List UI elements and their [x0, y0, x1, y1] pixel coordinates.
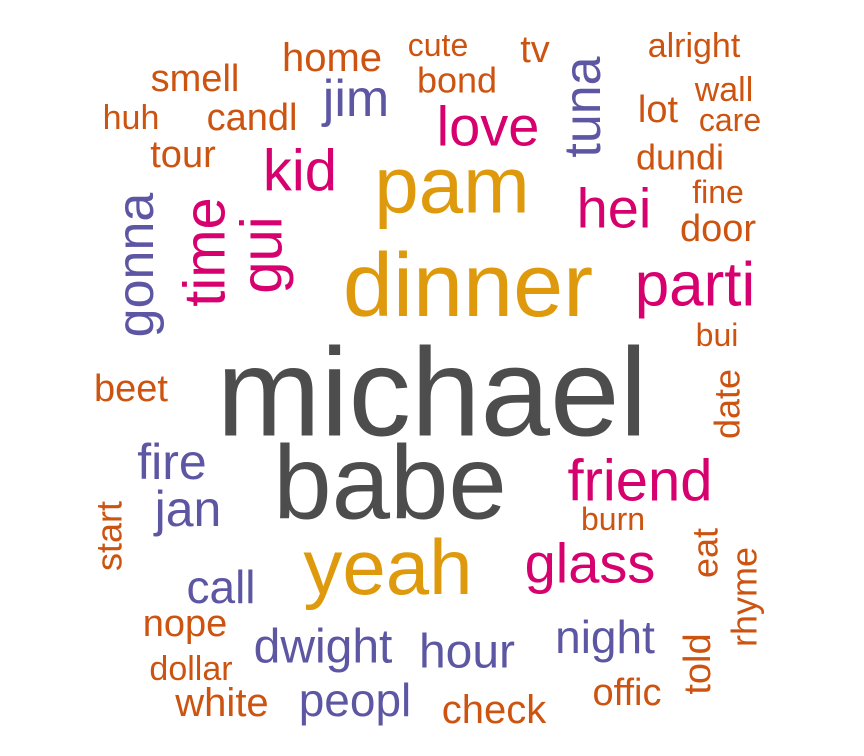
- word-white: white: [174, 681, 268, 725]
- word-door: door: [680, 208, 756, 250]
- word-wall: wall: [694, 71, 754, 109]
- word-bond: bond: [417, 60, 497, 101]
- word-time: time: [173, 197, 238, 307]
- word-dundi: dundi: [636, 137, 724, 178]
- word-check: check: [442, 688, 547, 732]
- word-friend: friend: [567, 449, 712, 514]
- word-jim: jim: [321, 70, 389, 128]
- word-alright: alright: [648, 27, 741, 65]
- word-glass: glass: [525, 532, 656, 595]
- word-tuna: tuna: [554, 56, 612, 157]
- word-told: told: [677, 633, 719, 694]
- word-babe: babe: [273, 425, 507, 542]
- word-huh: huh: [103, 99, 160, 137]
- word-smell: smell: [151, 58, 240, 100]
- word-eat: eat: [685, 528, 726, 578]
- word-fine: fine: [692, 174, 744, 210]
- word-date: date: [707, 369, 748, 439]
- word-rhyme: rhyme: [724, 547, 765, 647]
- word-call: call: [186, 561, 255, 613]
- word-burn: burn: [581, 501, 645, 537]
- word-offic: offic: [592, 672, 661, 714]
- word-cute: cute: [408, 27, 468, 63]
- word-yeah: yeah: [303, 523, 472, 611]
- word-pam: pam: [374, 141, 530, 230]
- word-dinner: dinner: [343, 236, 593, 336]
- word-home: home: [282, 36, 382, 80]
- word-fire: fire: [137, 434, 206, 490]
- word-night: night: [555, 611, 655, 663]
- word-candl: candl: [207, 97, 298, 139]
- word-care: care: [699, 102, 761, 138]
- word-dollar: dollar: [149, 650, 232, 688]
- word-tour: tour: [150, 134, 216, 176]
- word-gonna: gonna: [107, 193, 165, 338]
- word-peopl: peopl: [299, 674, 412, 726]
- word-love: love: [437, 95, 540, 158]
- word-tv: tv: [520, 29, 550, 71]
- word-lot: lot: [638, 89, 679, 131]
- word-jan: jan: [153, 481, 222, 537]
- word-kid: kid: [263, 139, 337, 204]
- word-beet: beet: [94, 368, 168, 410]
- word-dwight: dwight: [254, 621, 393, 674]
- word-hei: hei: [577, 177, 652, 240]
- word-nope: nope: [143, 603, 228, 645]
- word-hour: hour: [419, 626, 515, 679]
- word-start: start: [89, 501, 130, 571]
- word-michael: michael: [217, 324, 648, 463]
- word-parti: parti: [635, 251, 756, 320]
- word-gui: gui: [230, 216, 295, 293]
- word-bui: bui: [696, 317, 739, 353]
